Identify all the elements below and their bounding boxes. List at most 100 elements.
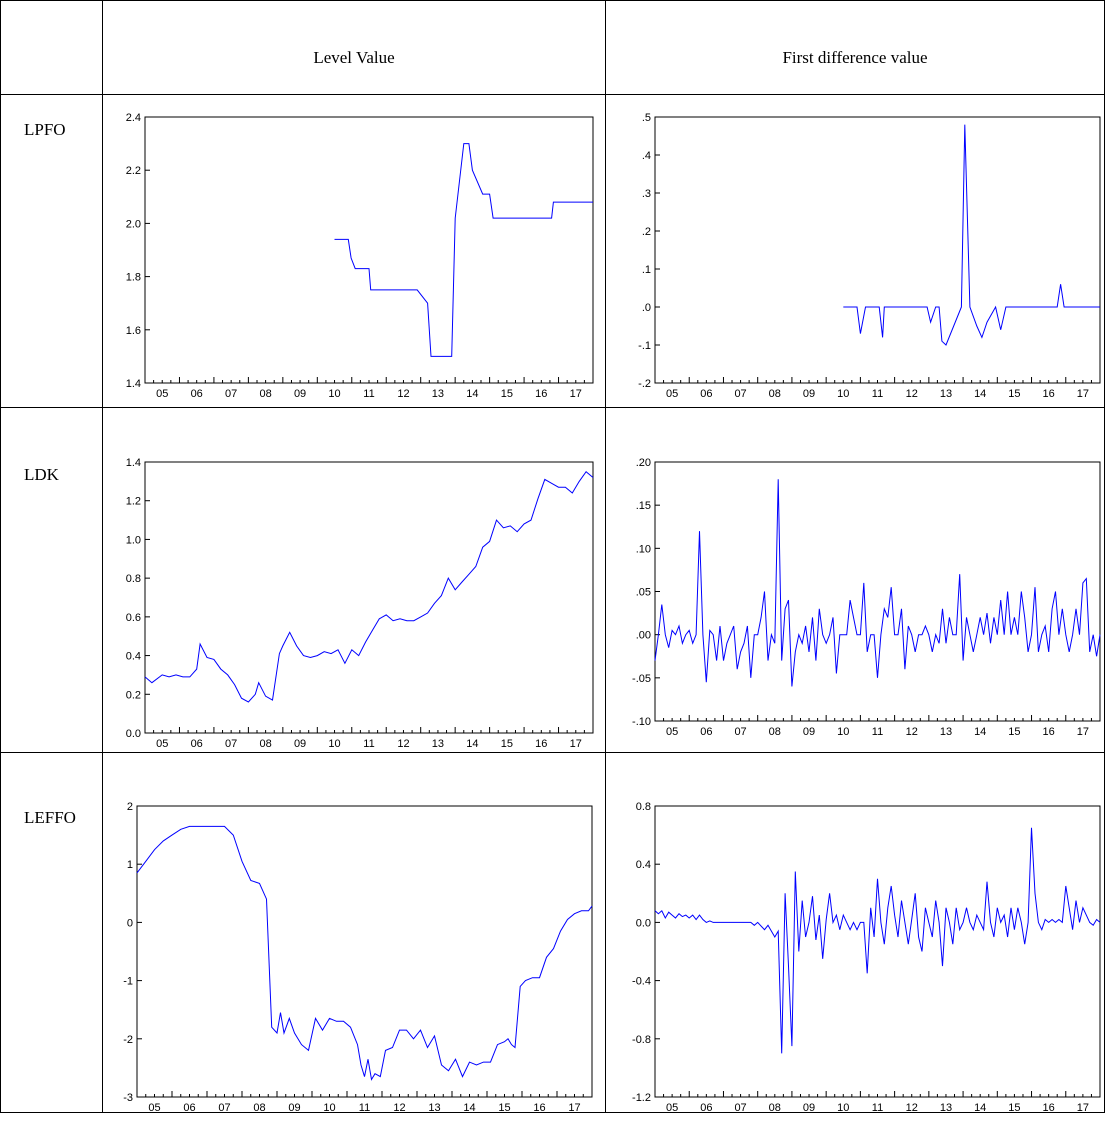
- y-tick-label: -.1: [638, 340, 651, 352]
- x-tick-label: 09: [294, 388, 306, 400]
- y-tick-label: 2.4: [126, 112, 141, 124]
- plot-frame: [144, 461, 594, 734]
- x-tick-label: 16: [1043, 726, 1055, 738]
- x-tick-label: 09: [294, 738, 306, 750]
- x-tick-label: 07: [734, 388, 746, 400]
- x-tick-label: 16: [1043, 388, 1055, 400]
- y-tick-label: 0.0: [636, 917, 651, 929]
- x-tick-label: 16: [535, 388, 547, 400]
- y-tick-label: -.05: [632, 673, 651, 685]
- chart-ldk-first-difference: -.10 -.05 .00 .05 .10 .15 .20 05 06 07 08 09 10 11 12 1…: [632, 457, 1101, 738]
- x-tick-label: 05: [156, 388, 168, 400]
- y-tick-label: 1.2: [126, 496, 141, 508]
- x-tick-label: 06: [700, 1102, 712, 1114]
- x-tick-label: 14: [466, 388, 478, 400]
- y-tick-label: .1: [642, 264, 651, 276]
- x-tick-label: 15: [1008, 1102, 1020, 1114]
- y-tick-label: -1: [123, 976, 133, 988]
- chart-lpfo-level: 1.4 1.6 1.8 2.0 2.2 2.4 05 06 07 08 09 10 11 12 13 14 15…: [126, 112, 594, 400]
- x-tick-label: 07: [225, 388, 237, 400]
- y-tick-label: -.2: [638, 378, 651, 390]
- x-tick-label: 05: [666, 1102, 678, 1114]
- plot-area: -.2 -.1 .0 .1 .2 .3 .4 .5 05 06 07 08 09 10 11 12 13 14 15…: [638, 112, 1101, 400]
- x-tick-label: 13: [428, 1102, 440, 1114]
- x-tick-label: 11: [363, 738, 374, 750]
- plot-area: 0.0 0.2 0.4 0.6 0.8 1.0 1.2 1.4 05 06 07 08 09 10 11 12…: [126, 457, 594, 750]
- y-tick-label: 1.4: [126, 378, 141, 390]
- y-tick-label: -3: [123, 1092, 133, 1104]
- x-tick-label: 07: [225, 738, 237, 750]
- x-tick-label: 14: [974, 1102, 986, 1114]
- y-tick-label: .10: [636, 543, 651, 555]
- x-tick-label: 10: [328, 738, 340, 750]
- series-line-leffo: [136, 825, 593, 1081]
- x-tick-label: 17: [570, 388, 582, 400]
- plot-frame: [654, 805, 1101, 1098]
- x-tick-label: 12: [906, 1102, 918, 1114]
- y-tick-label: 1.8: [126, 272, 141, 284]
- y-tick-label: 1: [127, 859, 133, 871]
- x-tick-label: 17: [1077, 1102, 1089, 1114]
- x-tick-label: 08: [259, 388, 271, 400]
- x-tick-label: 15: [1008, 388, 1020, 400]
- row-label-leffo: LEFFO: [24, 808, 76, 827]
- x-tick-label: 12: [397, 388, 409, 400]
- x-tick-label: 15: [501, 388, 513, 400]
- x-tick-label: 09: [803, 388, 815, 400]
- chart-ldk-level: 0.0 0.2 0.4 0.6 0.8 1.0 1.2 1.4 05 06 07 08 09 10 11 12…: [126, 457, 594, 750]
- y-tick-label: 2: [127, 801, 133, 813]
- x-tick-label: 14: [463, 1102, 475, 1114]
- x-tick-label: 14: [974, 726, 986, 738]
- x-tick-label: 11: [363, 388, 374, 400]
- y-tick-label: .0: [642, 302, 651, 314]
- x-tick-label: 17: [568, 1102, 580, 1114]
- x-tick-label: 15: [1008, 726, 1020, 738]
- x-tick-label: 11: [872, 1102, 883, 1114]
- x-tick-label: 17: [1077, 388, 1089, 400]
- x-tick-label: 13: [940, 726, 952, 738]
- x-tick-label: 10: [837, 388, 849, 400]
- x-tick-label: 16: [535, 738, 547, 750]
- y-tick-label: 0: [127, 917, 133, 929]
- x-tick-label: 13: [432, 388, 444, 400]
- x-tick-label: 12: [397, 738, 409, 750]
- x-tick-label: 06: [191, 738, 203, 750]
- series-line-leffo: [654, 827, 1101, 1054]
- y-tick-label: 0.0: [126, 728, 141, 740]
- x-tick-label: 11: [872, 726, 883, 738]
- chart-lpfo-first-difference: -.2 -.1 .0 .1 .2 .3 .4 .5 05 06 07 08 09 10 11 12 13 14 15…: [638, 112, 1101, 400]
- x-tick-label: 16: [1043, 1102, 1055, 1114]
- x-tick-label: 08: [253, 1102, 265, 1114]
- column-header-level: Level Value: [313, 48, 395, 67]
- x-tick-label: 06: [700, 726, 712, 738]
- x-tick-label: 08: [769, 388, 781, 400]
- x-tick-label: 14: [974, 388, 986, 400]
- x-tick-label: 05: [148, 1102, 160, 1114]
- x-tick-label: 10: [837, 726, 849, 738]
- y-tick-label: .00: [636, 630, 651, 642]
- plot-area: 1.4 1.6 1.8 2.0 2.2 2.4 05 06 07 08 09 10 11 12 13 14 15…: [126, 112, 594, 400]
- x-tick-label: 16: [533, 1102, 545, 1114]
- plot-frame: [136, 805, 593, 1098]
- y-tick-label: .20: [636, 457, 651, 469]
- x-tick-label: 13: [432, 738, 444, 750]
- y-tick-label: .4: [642, 150, 651, 162]
- x-tick-label: 09: [803, 726, 815, 738]
- y-tick-label: -0.8: [632, 1034, 651, 1046]
- x-tick-label: 17: [1077, 726, 1089, 738]
- y-tick-label: .15: [636, 500, 651, 512]
- y-tick-label: -0.4: [632, 976, 651, 988]
- x-tick-label: 07: [734, 1102, 746, 1114]
- plot-frame: [144, 116, 594, 384]
- x-tick-label: 09: [288, 1102, 300, 1114]
- x-tick-label: 13: [940, 1102, 952, 1114]
- x-tick-label: 13: [940, 388, 952, 400]
- row-label-lpfo: LPFO: [24, 120, 66, 139]
- x-tick-label: 05: [666, 388, 678, 400]
- y-tick-label: 0.6: [126, 612, 141, 624]
- y-tick-label: 0.8: [636, 801, 651, 813]
- x-tick-label: 11: [872, 388, 883, 400]
- plot-frame: [654, 116, 1101, 384]
- series-line-lpfo: [843, 124, 1100, 346]
